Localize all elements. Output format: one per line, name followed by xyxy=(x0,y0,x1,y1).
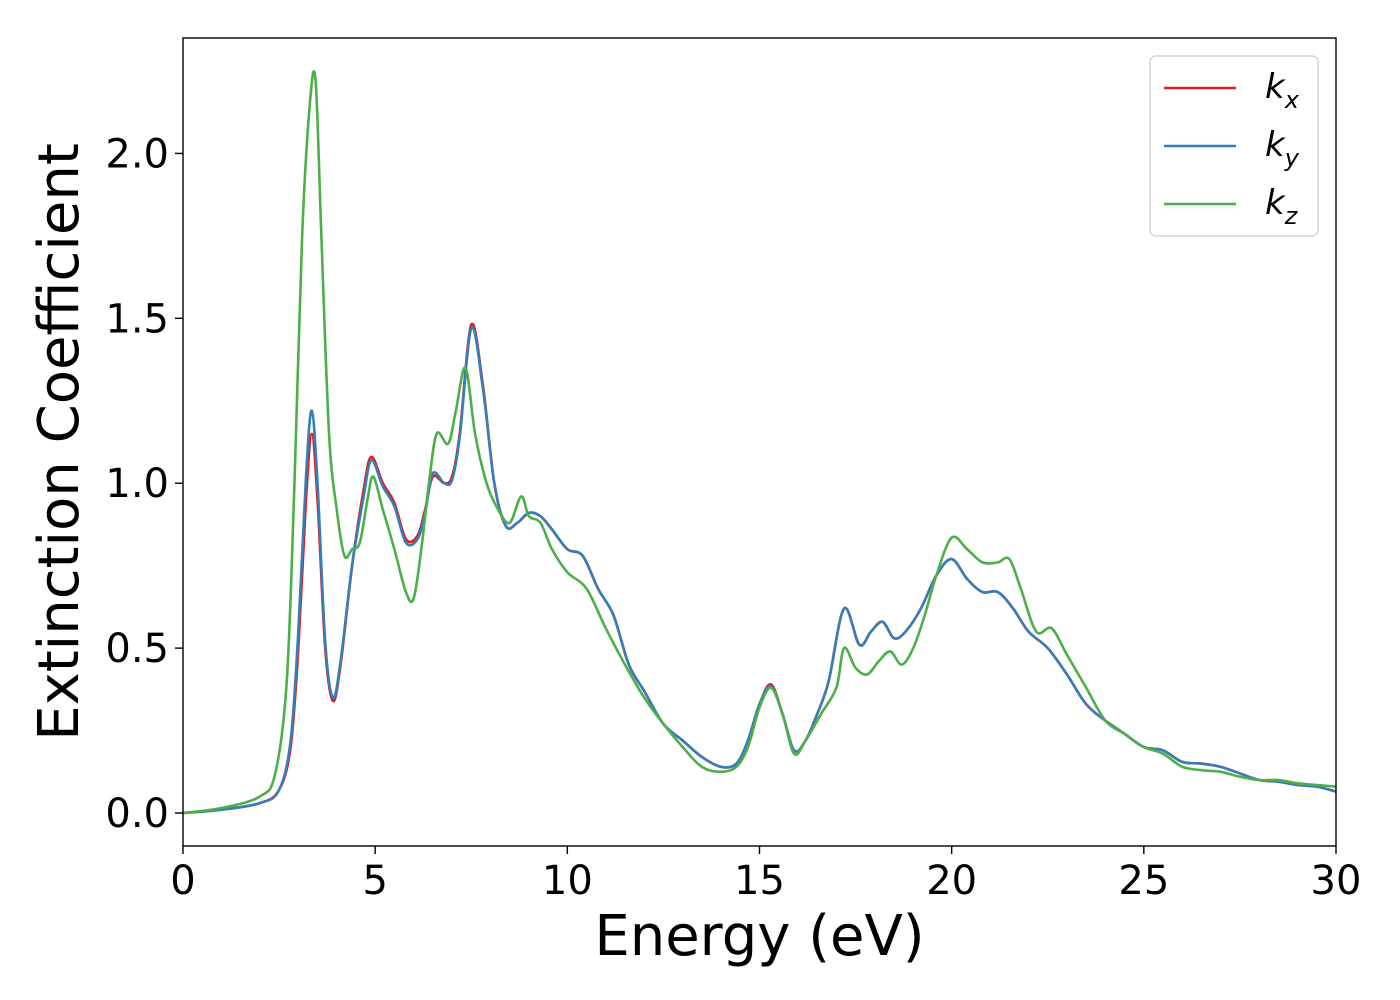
x-tick-label: 20 xyxy=(926,858,977,904)
x-axis-title: Energy (eV) xyxy=(594,904,924,969)
y-tick-label: 2.0 xyxy=(105,131,169,177)
series-line-kx xyxy=(183,322,1336,815)
y-axis-title: Extinction Coefficient xyxy=(27,143,92,741)
x-tick-label: 5 xyxy=(362,858,387,904)
y-tick-label: 1.5 xyxy=(105,296,169,342)
legend: kx ky kz xyxy=(1149,55,1319,237)
x-tick-label: 25 xyxy=(1118,858,1169,904)
series-line-ky xyxy=(183,325,1336,815)
legend-label-kx: kx xyxy=(1265,67,1300,114)
series-layer xyxy=(183,70,1336,815)
x-tick-label: 10 xyxy=(542,858,593,904)
x-tick-label: 30 xyxy=(1311,858,1362,904)
y-tick-label: 0.0 xyxy=(105,791,169,837)
y-tick-label: 1.0 xyxy=(105,461,169,507)
x-tick-label: 15 xyxy=(734,858,785,904)
series-line-kz xyxy=(183,70,1336,815)
x-tick-label: 0 xyxy=(170,858,195,904)
legend-label-kz: kz xyxy=(1265,183,1299,230)
ticks-layer: 0 5 10 15 20 25 30 0.0 0.5 1.0 1.5 2.0 xyxy=(105,131,1361,904)
y-tick-label: 0.5 xyxy=(105,626,169,672)
legend-label-ky: ky xyxy=(1265,125,1300,172)
